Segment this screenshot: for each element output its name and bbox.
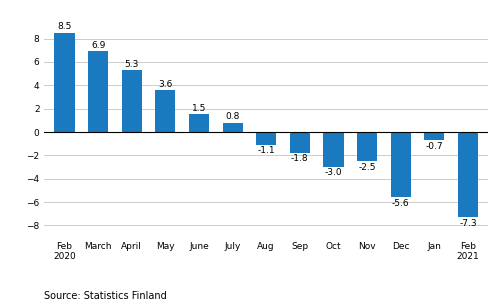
Bar bbox=[155, 90, 176, 132]
Text: 3.6: 3.6 bbox=[158, 80, 173, 88]
Text: 8.5: 8.5 bbox=[57, 22, 71, 31]
Text: -1.8: -1.8 bbox=[291, 154, 309, 164]
Bar bbox=[458, 132, 478, 217]
Bar bbox=[357, 132, 377, 161]
Text: 5.3: 5.3 bbox=[125, 60, 139, 69]
Bar bbox=[256, 132, 276, 145]
Text: -3.0: -3.0 bbox=[324, 168, 342, 178]
Bar bbox=[424, 132, 444, 140]
Text: -0.7: -0.7 bbox=[425, 142, 443, 150]
Bar bbox=[189, 115, 209, 132]
Bar bbox=[88, 51, 108, 132]
Text: 0.8: 0.8 bbox=[225, 112, 240, 121]
Bar bbox=[122, 70, 142, 132]
Text: -5.6: -5.6 bbox=[392, 199, 410, 208]
Text: 6.9: 6.9 bbox=[91, 41, 106, 50]
Text: 1.5: 1.5 bbox=[192, 104, 206, 113]
Bar bbox=[54, 33, 74, 132]
Text: -2.5: -2.5 bbox=[358, 163, 376, 171]
Text: -1.1: -1.1 bbox=[257, 146, 275, 155]
Bar bbox=[390, 132, 411, 197]
Bar bbox=[323, 132, 344, 167]
Text: -7.3: -7.3 bbox=[459, 219, 477, 228]
Bar bbox=[290, 132, 310, 153]
Text: Source: Statistics Finland: Source: Statistics Finland bbox=[44, 291, 167, 301]
Bar bbox=[222, 123, 243, 132]
